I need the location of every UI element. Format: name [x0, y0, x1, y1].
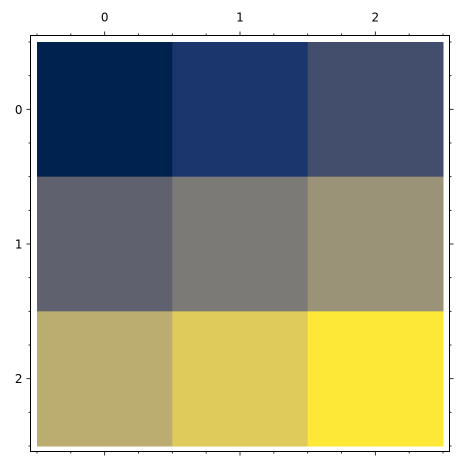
heatmap-cell-0-2: [307, 42, 444, 178]
x-tick-label-0: 0: [101, 11, 109, 25]
y-tick-label-1: 1: [15, 238, 23, 252]
heatmap-cells: [37, 42, 444, 447]
heatmap-cell-1-2: [307, 176, 444, 312]
y-tick-labels-left: 0 1 2: [15, 103, 23, 386]
x-tick-label-1: 1: [236, 11, 244, 25]
heatmap-cell-1-0: [37, 176, 173, 312]
tick-marks: [26, 31, 454, 456]
x-tick-labels-top: 0 1 2: [101, 11, 379, 25]
x-tick-label-2: 2: [372, 11, 380, 25]
heatmap-cell-0-1: [172, 42, 309, 178]
heatmap-cell-2-1: [172, 311, 309, 447]
heatmap-cell-1-1: [172, 176, 309, 312]
heatmap-cell-2-0: [37, 311, 173, 447]
plot-frame: [30, 35, 450, 452]
heatmap-cell-0-0: [37, 42, 173, 178]
y-tick-label-0: 0: [15, 103, 23, 117]
heatmap-cell-2-2: [307, 311, 444, 447]
y-tick-label-2: 2: [15, 372, 23, 386]
